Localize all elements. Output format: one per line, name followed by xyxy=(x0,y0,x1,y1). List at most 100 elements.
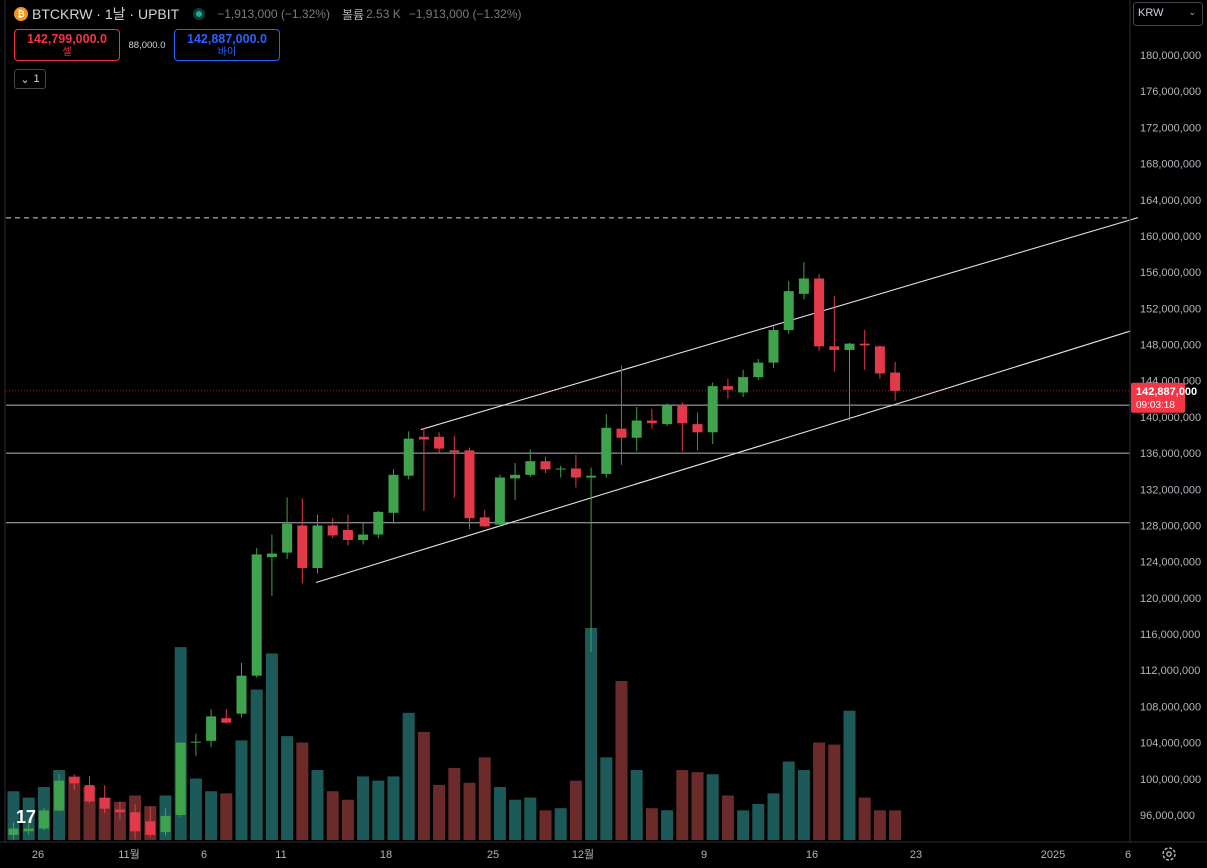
candle-body xyxy=(160,815,171,833)
volume-value: 2.53 K xyxy=(366,7,401,21)
y-tick-label: 124,000,000 xyxy=(1140,557,1201,569)
volume-bar xyxy=(417,731,430,840)
y-tick-label: 180,000,000 xyxy=(1140,50,1201,62)
candle-body xyxy=(190,741,201,743)
x-tick-label: 26 xyxy=(32,849,44,861)
candle-body xyxy=(540,461,551,470)
candle-body xyxy=(738,377,749,393)
candle-body xyxy=(282,523,293,553)
x-tick-label: 23 xyxy=(910,849,922,861)
candle-body xyxy=(722,386,733,390)
candle-body xyxy=(23,828,34,832)
candle-body xyxy=(403,438,414,476)
candle-body xyxy=(206,716,217,741)
candle-body xyxy=(114,809,125,813)
volume-bar xyxy=(189,778,202,840)
candle-body xyxy=(99,797,110,809)
volume-bar xyxy=(873,810,886,840)
volume-bar xyxy=(281,736,294,840)
candle-body xyxy=(707,386,718,433)
last-price-tag: 142,887,000 09:03:18 xyxy=(1131,382,1197,413)
buy-label: 바이 xyxy=(217,47,237,58)
price-tag-box xyxy=(1131,382,1185,413)
volume-bar xyxy=(889,810,902,840)
candle-body xyxy=(434,436,445,449)
candle-body xyxy=(570,468,581,478)
buy-button[interactable]: 142,887,000.0 바이 xyxy=(174,29,280,61)
x-tick-label: 6 xyxy=(1125,849,1131,861)
volume-bar xyxy=(357,776,370,840)
y-tick-label: 120,000,000 xyxy=(1140,593,1201,605)
candle-body xyxy=(510,474,521,479)
y-tick-label: 128,000,000 xyxy=(1140,520,1201,532)
volume-bar xyxy=(478,757,491,840)
volume-bar xyxy=(858,797,871,840)
volume-bar xyxy=(372,780,385,840)
tradingview-logo-icon[interactable]: 17 xyxy=(16,807,37,827)
chevron-down-icon: ⌄ xyxy=(20,73,30,86)
trend-channel xyxy=(315,217,1139,584)
candle-body xyxy=(859,343,870,346)
volume-bar xyxy=(7,791,20,840)
x-tick-label: 9 xyxy=(701,849,707,861)
market-open-icon xyxy=(193,8,206,20)
candle-body xyxy=(175,742,186,815)
y-tick-label: 132,000,000 xyxy=(1140,484,1201,496)
indicators-collapse-button[interactable]: ⌄ 1 xyxy=(14,69,46,89)
volume-bar xyxy=(828,744,841,840)
volume-bar xyxy=(387,776,400,840)
y-tick-label: 168,000,000 xyxy=(1140,159,1201,171)
channel-lower-extension xyxy=(910,330,1131,401)
candle-body xyxy=(616,428,627,438)
y-tick-label: 152,000,000 xyxy=(1140,303,1201,315)
sell-button[interactable]: 142,799,000.0 셀 xyxy=(14,29,120,61)
volume-change: −1,913,000 (−1.32%) xyxy=(408,7,522,21)
horizontal-levels xyxy=(6,217,1130,524)
candle-body xyxy=(555,468,566,470)
currency-label: KRW xyxy=(1138,7,1164,19)
candle-body xyxy=(145,821,156,835)
x-tick-label: 18 xyxy=(380,849,392,861)
volume-bar xyxy=(433,784,446,840)
x-tick-label: 16 xyxy=(806,849,818,861)
price-axis[interactable]: 96,000,000 100,000,000 104,000,000 108,000,… xyxy=(1140,50,1201,822)
candle-body xyxy=(631,420,642,438)
candle-body xyxy=(494,477,505,525)
volume-bar xyxy=(493,787,506,840)
candle-body xyxy=(312,525,323,568)
volume-bar xyxy=(691,772,704,840)
candle-body xyxy=(829,346,840,350)
volume-bar xyxy=(341,799,354,840)
candle-body xyxy=(798,278,809,294)
currency-select[interactable]: KRW ⌄ xyxy=(1133,2,1203,26)
gear-icon[interactable] xyxy=(1160,845,1178,863)
volume-bar xyxy=(463,782,476,840)
sell-price: 142,799,000.0 xyxy=(27,32,107,46)
y-tick-label: 96,000,000 xyxy=(1140,810,1195,822)
y-tick-label: 164,000,000 xyxy=(1140,195,1201,207)
candle-body xyxy=(251,554,262,676)
y-tick-label: 136,000,000 xyxy=(1140,448,1201,460)
y-tick-label: 116,000,000 xyxy=(1140,629,1200,641)
candle-body xyxy=(601,427,612,474)
bitcoin-icon: ₿ xyxy=(14,7,28,21)
volume-bar xyxy=(721,795,734,840)
candle-body xyxy=(449,450,460,453)
x-tick-label: 2025 xyxy=(1041,849,1065,861)
volume-bar xyxy=(752,803,765,840)
y-tick-label: 160,000,000 xyxy=(1140,231,1201,243)
volume-bar xyxy=(737,810,750,840)
candle-body xyxy=(236,675,247,714)
volume-bar xyxy=(782,761,795,840)
volume-bar xyxy=(326,791,339,840)
y-tick-label: 140,000,000 xyxy=(1140,412,1201,424)
time-axis[interactable]: 26 11월 6 11 18 25 12월 9 16 23 2025 6 xyxy=(32,848,1131,861)
volume-bar xyxy=(235,740,248,840)
last-price-label: 142,887,000 xyxy=(1136,386,1197,398)
y-tick-label: 108,000,000 xyxy=(1140,701,1201,713)
candle-body xyxy=(266,553,277,558)
chevron-down-icon: ⌄ xyxy=(1188,7,1196,17)
volume-bar xyxy=(554,808,567,840)
symbol-title[interactable]: BTCKRW · 1날 · UPBIT xyxy=(32,6,180,22)
